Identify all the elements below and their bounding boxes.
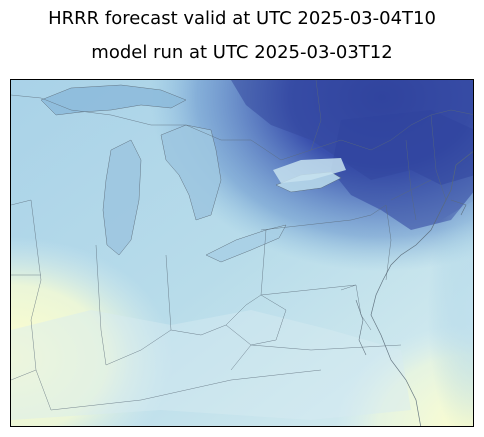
forecast-map [10, 79, 474, 427]
map-subtitle: model run at UTC 2025-03-03T12 [91, 42, 393, 63]
map-title: HRRR forecast valid at UTC 2025-03-04T10 [48, 8, 436, 29]
